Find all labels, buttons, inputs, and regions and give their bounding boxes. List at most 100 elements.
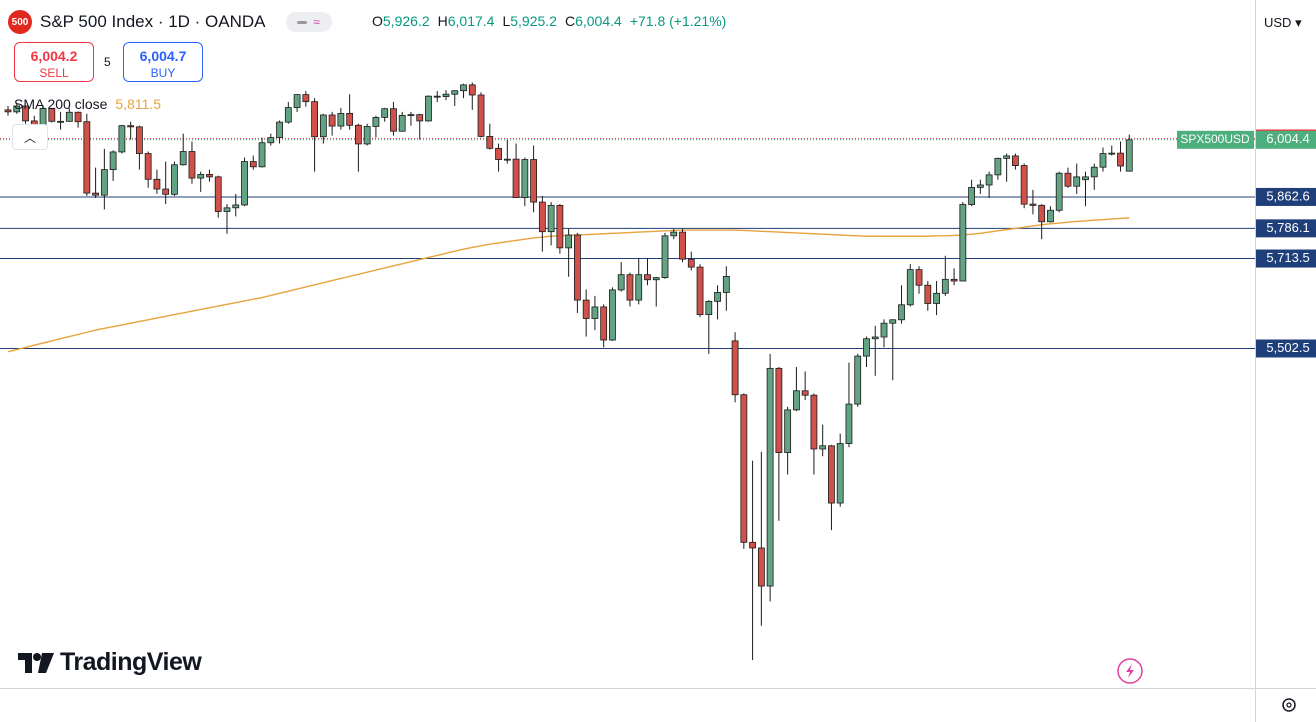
candle-body bbox=[898, 304, 905, 321]
candle-body bbox=[241, 161, 248, 206]
candle-body bbox=[258, 142, 266, 168]
candle-body bbox=[854, 355, 862, 405]
buy-button[interactable]: 6,004.7 BUY bbox=[123, 42, 203, 82]
candle-body bbox=[1117, 152, 1124, 167]
candle-body bbox=[582, 299, 590, 319]
candle-body bbox=[757, 547, 765, 587]
candle-body bbox=[941, 278, 949, 294]
candle-body bbox=[889, 319, 897, 324]
status-pill[interactable]: ≈ bbox=[285, 12, 332, 32]
candle-body bbox=[135, 126, 143, 154]
header: 500 S&P 500 Index · 1D · OANDA ≈ bbox=[8, 10, 332, 34]
candle-body bbox=[416, 114, 424, 122]
candle-body bbox=[442, 93, 450, 97]
candle-body bbox=[696, 266, 704, 316]
candle-body bbox=[433, 95, 441, 98]
candle-body bbox=[626, 274, 634, 301]
candle-body bbox=[766, 367, 774, 587]
price-label-box bbox=[1256, 249, 1316, 268]
candle-body bbox=[179, 151, 187, 166]
candle-body bbox=[223, 207, 231, 212]
symbol-title[interactable]: S&P 500 Index · 1D · OANDA bbox=[40, 12, 266, 31]
candle-body bbox=[354, 124, 362, 145]
sell-button[interactable]: 6,004.2 SELL bbox=[14, 42, 94, 82]
candle-body bbox=[460, 84, 467, 92]
sma-value: 5,811.5 bbox=[115, 96, 162, 112]
candle-body bbox=[477, 94, 485, 137]
candle-body bbox=[565, 234, 573, 249]
candle-body bbox=[1012, 155, 1019, 166]
candle-body bbox=[486, 135, 494, 149]
logo-dot bbox=[33, 652, 41, 661]
sell-label: SELL bbox=[39, 66, 69, 80]
candle-body bbox=[775, 367, 783, 454]
candle-body bbox=[127, 125, 135, 128]
candle-body bbox=[644, 274, 651, 281]
candle-body bbox=[407, 114, 415, 117]
candle-body bbox=[863, 338, 870, 357]
collapse-button[interactable]: ︿ bbox=[12, 124, 48, 150]
settings-icon[interactable] bbox=[1282, 698, 1296, 712]
candle-body bbox=[1099, 153, 1107, 168]
candles bbox=[4, 82, 1133, 661]
levels bbox=[0, 137, 1255, 349]
candle-body bbox=[871, 336, 879, 340]
candle-body bbox=[556, 204, 564, 249]
logo-text: TradingView bbox=[60, 648, 202, 676]
candle-body bbox=[959, 204, 967, 282]
candle-body bbox=[574, 234, 581, 301]
candle-body bbox=[214, 176, 222, 212]
price-label: 6,004.4 bbox=[1266, 131, 1309, 146]
candle-body bbox=[311, 101, 319, 138]
candle-body bbox=[968, 187, 975, 205]
currency[interactable]: USD ▾ bbox=[1264, 15, 1302, 30]
ohlc-item: L5,925.2 bbox=[502, 13, 557, 29]
candle-body bbox=[880, 322, 888, 338]
candle-body bbox=[328, 114, 336, 127]
ohlc-item: H6,017.4 bbox=[438, 13, 495, 29]
candle-body bbox=[249, 161, 257, 168]
candle-body bbox=[346, 113, 354, 126]
candle-body bbox=[714, 292, 721, 302]
sell-price: 6,004.2 bbox=[30, 48, 78, 64]
candle-body bbox=[118, 125, 126, 153]
candle-body bbox=[276, 121, 283, 138]
candle-body bbox=[468, 84, 476, 96]
candle-body bbox=[363, 126, 371, 145]
candle-body bbox=[976, 184, 984, 188]
alert-icon[interactable] bbox=[1117, 658, 1143, 684]
candle-body bbox=[819, 445, 827, 450]
candle-body bbox=[985, 174, 993, 186]
gear-core bbox=[1286, 702, 1292, 708]
price-label: 5,862.6 bbox=[1266, 188, 1309, 203]
candle-body bbox=[670, 231, 678, 237]
candle-body bbox=[267, 137, 275, 144]
candle-body bbox=[13, 105, 21, 113]
price-label-box bbox=[1256, 339, 1316, 358]
candle-body bbox=[521, 159, 529, 198]
candle-body bbox=[836, 443, 844, 504]
gear bbox=[1282, 698, 1296, 712]
candle-body bbox=[1082, 176, 1089, 181]
candle-body bbox=[232, 204, 240, 209]
candle-body bbox=[705, 300, 713, 316]
candle-body bbox=[381, 108, 389, 118]
candle-body bbox=[372, 116, 380, 127]
candle-body bbox=[171, 164, 178, 195]
candle-body bbox=[801, 390, 809, 396]
candle-body bbox=[828, 445, 835, 504]
candle-body bbox=[503, 158, 511, 161]
logo-mark bbox=[18, 652, 54, 673]
candle-body bbox=[933, 292, 940, 304]
ohlc-item: C6,004.4 bbox=[565, 13, 622, 29]
symbol-label-box bbox=[1177, 130, 1254, 149]
candle-body bbox=[206, 174, 213, 178]
candle-body bbox=[144, 153, 152, 180]
symbol-label: SPX500USD bbox=[1180, 132, 1250, 146]
candle-body bbox=[162, 188, 170, 195]
candle-body bbox=[22, 105, 29, 122]
ohlc-value: 6,004.4 bbox=[575, 13, 622, 29]
candle-body bbox=[425, 95, 432, 122]
candle-body bbox=[398, 115, 406, 132]
